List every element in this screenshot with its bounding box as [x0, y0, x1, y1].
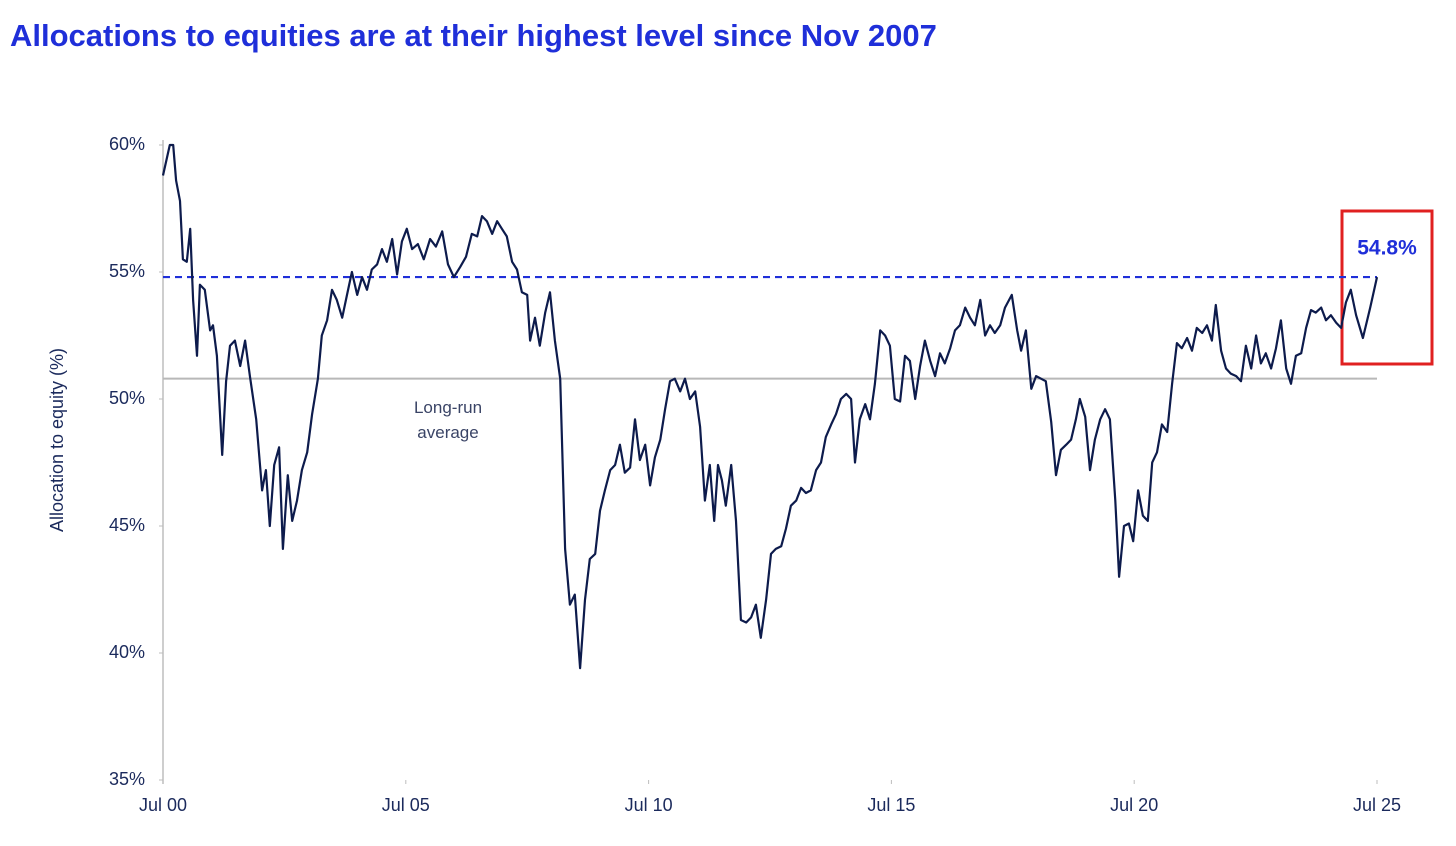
x-tick-label: Jul 10: [625, 795, 673, 815]
highlight-box: [1340, 209, 1434, 366]
latest-label: 54.8%: [1357, 237, 1417, 260]
y-tick-label: 50%: [109, 388, 145, 408]
x-tick-label: Jul 05: [382, 795, 430, 815]
average-label: Long-run: [414, 398, 482, 417]
x-tick-label: Jul 25: [1353, 795, 1401, 815]
y-tick-label: 55%: [109, 261, 145, 281]
x-tick-label: Jul 00: [139, 795, 187, 815]
chart-title: Allocations to equities are at their hig…: [10, 18, 937, 53]
y-tick-label: 40%: [109, 642, 145, 662]
y-tick-label: 45%: [109, 515, 145, 535]
y-axis-label: Allocation to equity (%): [47, 348, 67, 532]
x-tick-label: Jul 15: [867, 795, 915, 815]
x-tick-label: Jul 20: [1110, 795, 1158, 815]
y-tick-label: 35%: [109, 769, 145, 789]
average-label: average: [417, 423, 478, 442]
y-tick-label: 60%: [109, 134, 145, 154]
data-line: [161, 143, 1379, 670]
